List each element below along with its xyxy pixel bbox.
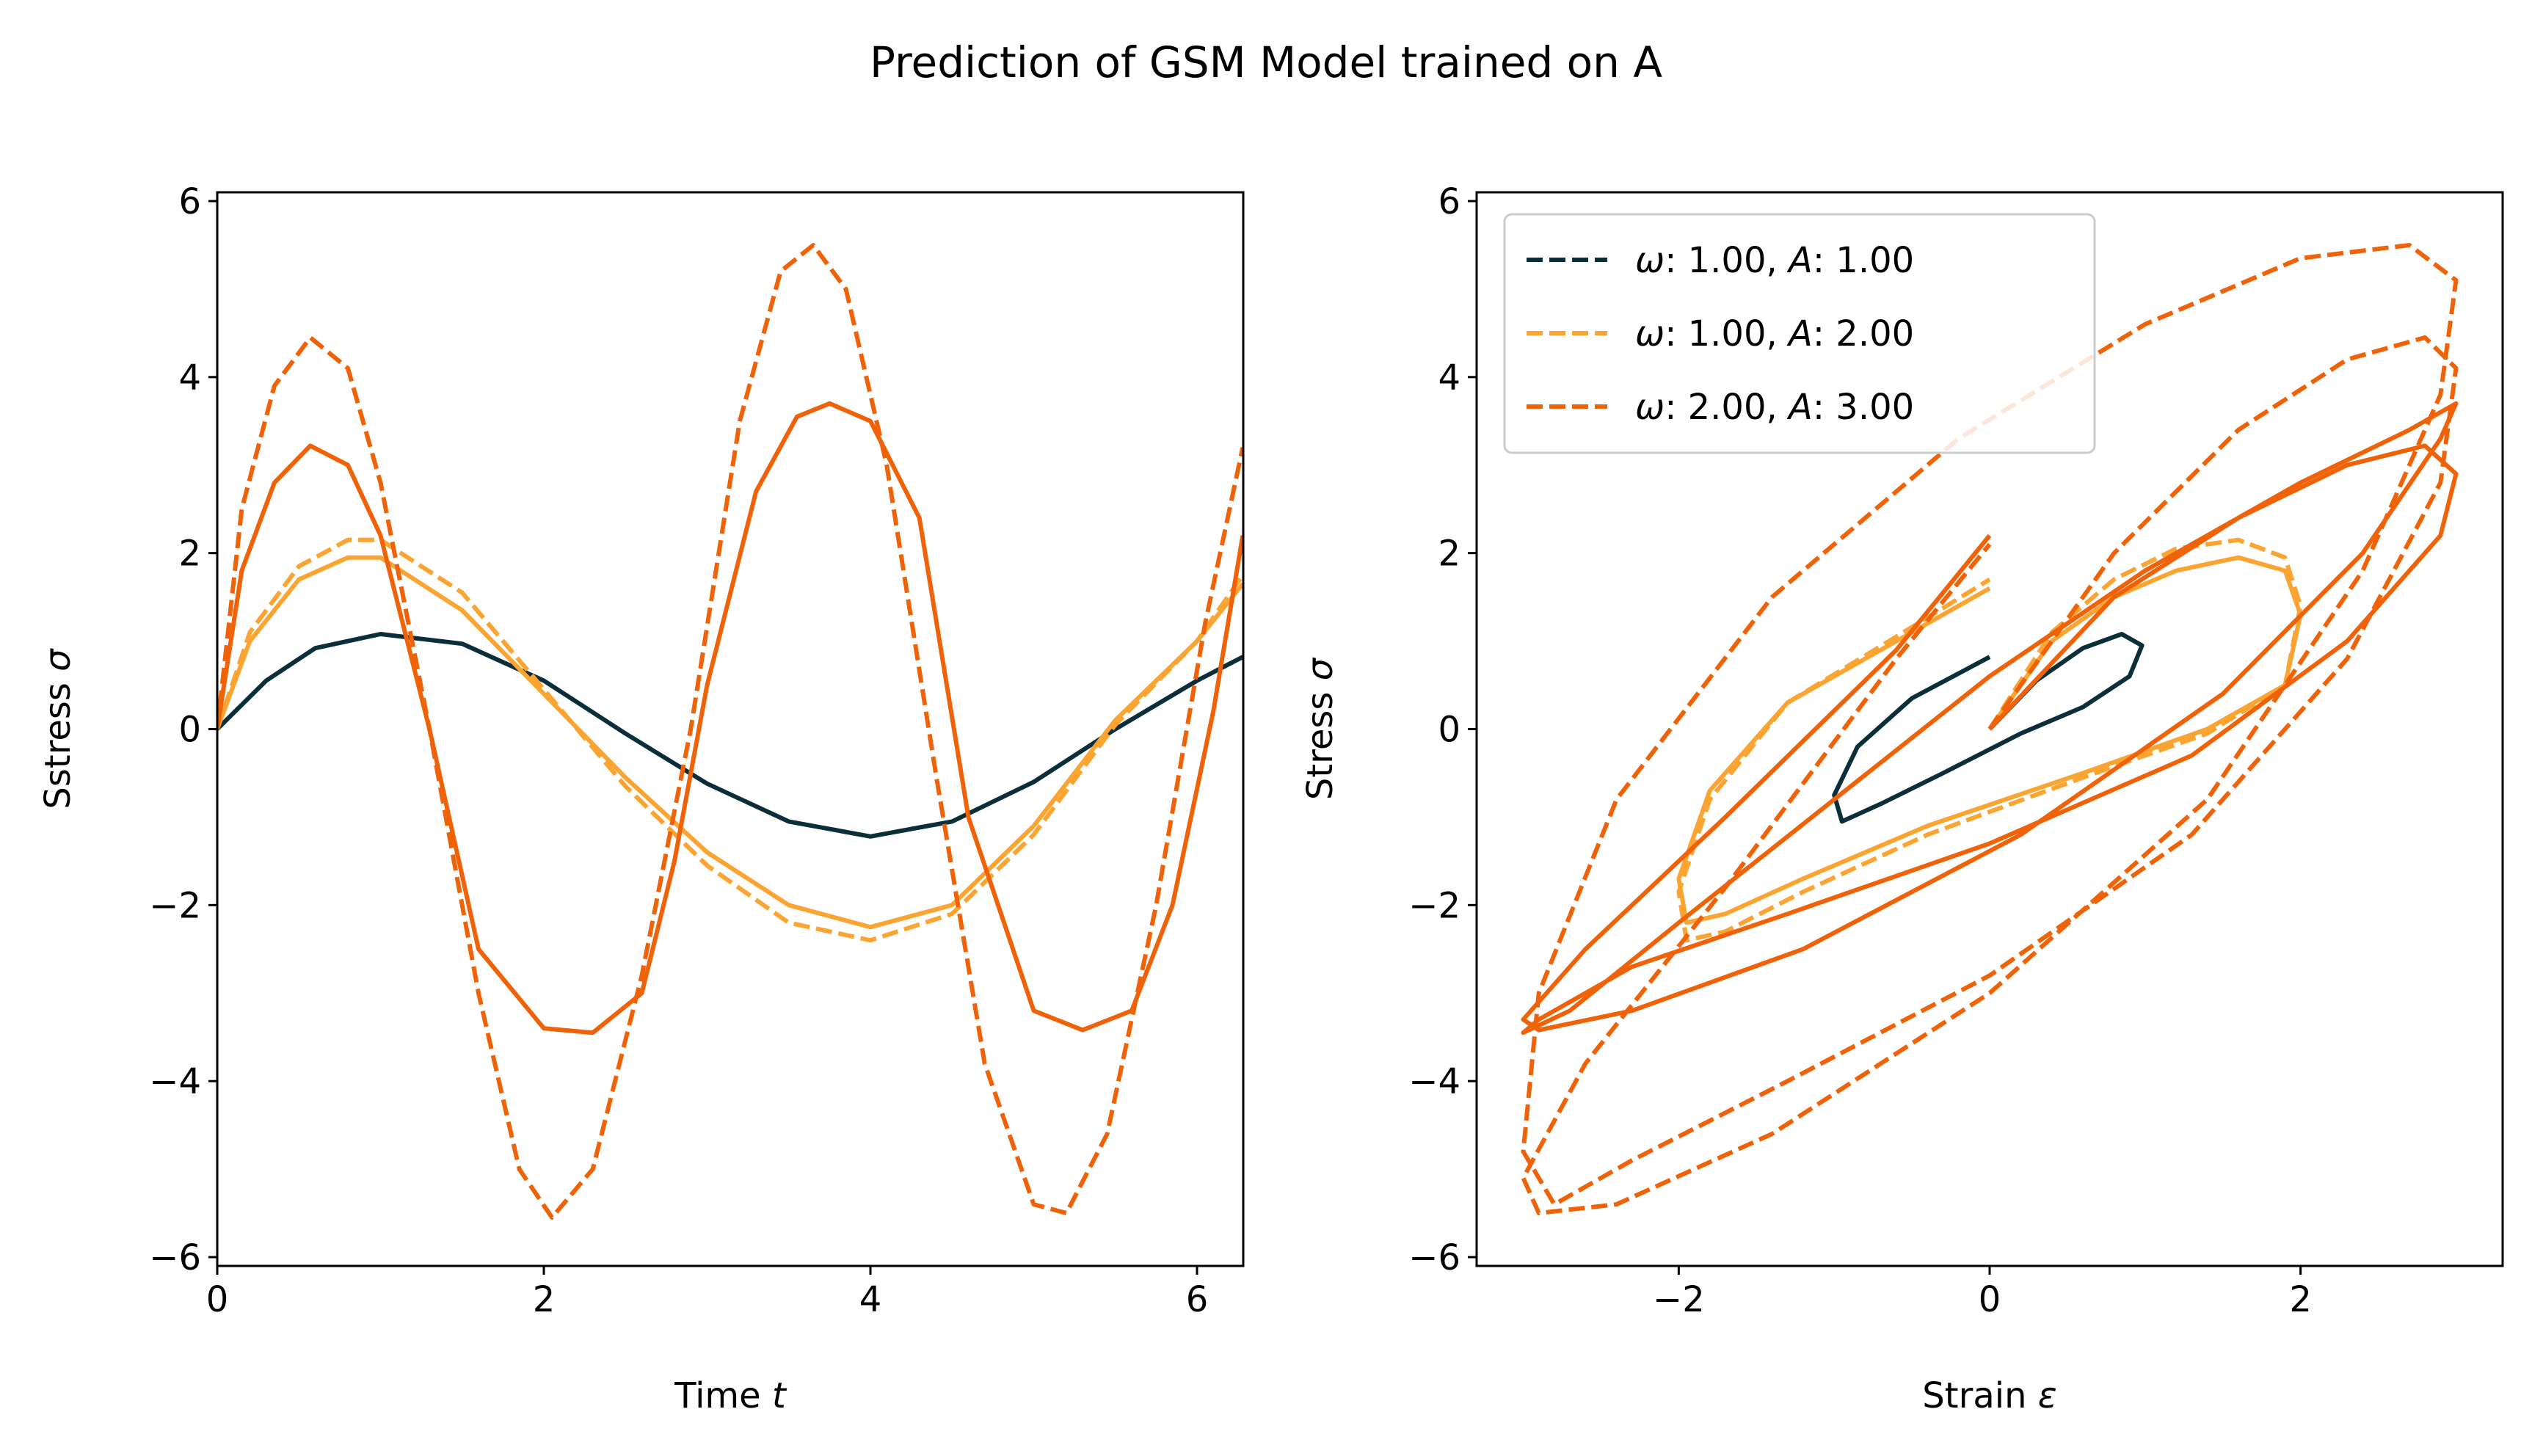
- right-x-tick-label: 0: [1979, 1279, 2001, 1320]
- left-y-tick-label: 2: [178, 534, 201, 575]
- right-series-line-4: [1521, 401, 2459, 1035]
- left-y-tick-label: 6: [178, 181, 201, 222]
- right-y-tick-label: −4: [1408, 1061, 1460, 1102]
- right-y-tick-label: 2: [1438, 534, 1460, 575]
- right-x-tick-label: −2: [1653, 1279, 1705, 1320]
- left-y-tick-label: 0: [178, 710, 201, 751]
- right-series-line-5: [1521, 243, 2459, 1215]
- right-chart: −2 0 2 −6 −4 −2 0 2 4 6 Strain ε Stress σ ω: 1.00, A…: [1300, 181, 2504, 1416]
- left-x-tick-label: 4: [859, 1279, 882, 1320]
- left-series-line-2: [217, 555, 1243, 930]
- legend-label: ω: 1.00, A: 2.00: [1635, 313, 1914, 354]
- left-x-axis-title: Time t: [674, 1375, 787, 1416]
- right-y-tick-label: 6: [1438, 181, 1460, 222]
- right-y-axis-title: Stress σ: [1300, 657, 1341, 800]
- right-series-line-1: [1832, 632, 2144, 824]
- right-y-tick-label: 0: [1438, 710, 1460, 751]
- legend-label: ω: 1.00, A: 1.00: [1635, 240, 1914, 281]
- right-y-tick-label: −6: [1408, 1237, 1460, 1278]
- legend: ω: 1.00, A: 1.00 ω: 1.00, A: 2.00 ω: 2.00,…: [1503, 213, 2096, 454]
- right-series-line-3: [1676, 537, 2303, 943]
- right-y-tick-label: −2: [1408, 885, 1460, 926]
- left-series-line-4: [217, 401, 1243, 1035]
- left-y-tick-label: 4: [178, 357, 201, 398]
- right-x-axis-title: Strain ε: [1922, 1375, 2056, 1416]
- left-y-tick-label: −6: [149, 1237, 201, 1278]
- figure-title: Prediction of GSM Model trained on A: [870, 37, 1662, 87]
- legend-label: ω: 2.00, A: 3.00: [1635, 387, 1914, 428]
- right-y-tick-label: 4: [1438, 357, 1460, 398]
- right-series-line-2: [1676, 555, 2303, 925]
- left-x-tick-label: 6: [1186, 1279, 1209, 1320]
- left-y-axis-title: Sstress σ: [37, 648, 79, 809]
- left-chart: 0 2 4 6 −6 −4 −2 0 2 4 6 Time t Sstress σ: [37, 181, 1245, 1416]
- left-plot-frame: [216, 191, 1245, 1267]
- left-series-line-5: [217, 243, 1243, 1220]
- left-x-tick-label: 2: [533, 1279, 556, 1320]
- left-series-line-3: [217, 537, 1243, 943]
- left-x-tick-label: 0: [206, 1279, 229, 1320]
- left-y-tick-label: −4: [149, 1061, 201, 1102]
- left-y-tick-label: −2: [149, 885, 201, 926]
- left-series-line-1: [217, 632, 1243, 839]
- right-x-tick-label: 2: [2289, 1279, 2312, 1320]
